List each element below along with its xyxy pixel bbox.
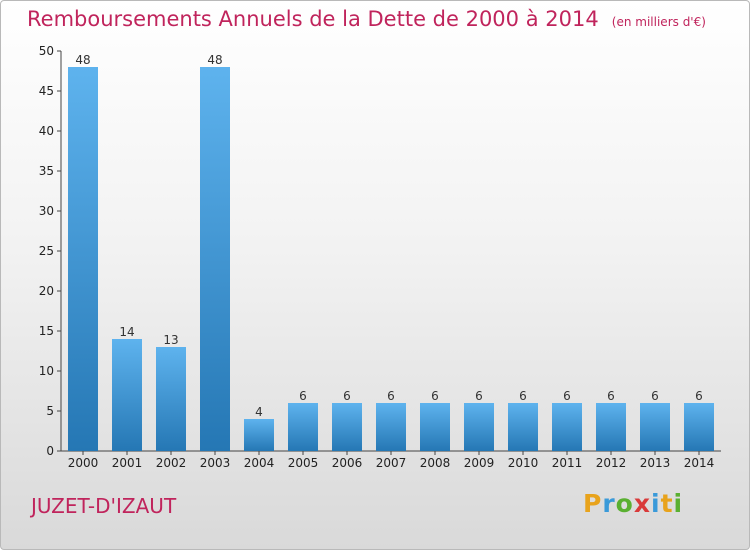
bar-value-label: 6 (431, 389, 439, 403)
y-tick-label: 15 (39, 324, 54, 338)
bar-value-label: 48 (75, 53, 90, 67)
bar-value-label: 6 (607, 389, 615, 403)
bar-value-label: 13 (163, 333, 178, 347)
x-tick-label: 2000 (68, 456, 99, 470)
bar-value-label: 6 (475, 389, 483, 403)
bar-value-label: 6 (519, 389, 527, 403)
bar (200, 67, 230, 451)
x-tick-label: 2007 (376, 456, 407, 470)
logo-letter: x (633, 489, 651, 518)
bar (156, 347, 186, 451)
logo-letter: t (660, 489, 674, 518)
y-tick-label: 30 (39, 204, 54, 218)
commune-name: JUZET-D'IZAUT (31, 494, 177, 518)
y-tick-label: 10 (39, 364, 54, 378)
bar (464, 403, 494, 451)
x-tick-label: 2009 (464, 456, 495, 470)
x-tick-label: 2008 (420, 456, 451, 470)
x-tick-label: 2014 (684, 456, 715, 470)
bar (288, 403, 318, 451)
bar (508, 403, 538, 451)
logo-letter: i (673, 489, 684, 518)
bar (332, 403, 362, 451)
title-text: Remboursements Annuels de la Dette de 20… (27, 7, 599, 31)
y-tick-label: 5 (46, 404, 54, 418)
title-unit: (en milliers d'€) (611, 15, 706, 29)
y-tick-label: 20 (39, 284, 54, 298)
x-tick-label: 2012 (596, 456, 627, 470)
logo-letter: o (615, 489, 634, 518)
proxiti-logo[interactable]: Proxiti (583, 489, 683, 518)
bar-value-label: 6 (387, 389, 395, 403)
bar (684, 403, 714, 451)
x-tick-label: 2004 (244, 456, 275, 470)
bar-value-label: 6 (343, 389, 351, 403)
bar-value-label: 14 (119, 325, 134, 339)
x-tick-label: 2006 (332, 456, 363, 470)
bar (420, 403, 450, 451)
bar (596, 403, 626, 451)
bar (376, 403, 406, 451)
x-tick-label: 2013 (640, 456, 671, 470)
logo-letter: i (651, 489, 661, 518)
x-tick-label: 2002 (156, 456, 187, 470)
bar-value-label: 6 (695, 389, 703, 403)
x-tick-label: 2001 (112, 456, 143, 470)
logo-letter: r (602, 489, 616, 518)
y-tick-label: 25 (39, 244, 54, 258)
bar (640, 403, 670, 451)
bar (244, 419, 274, 451)
bar-value-label: 6 (563, 389, 571, 403)
bar-value-label: 6 (651, 389, 659, 403)
chart-title: Remboursements Annuels de la Dette de 20… (27, 7, 706, 31)
y-tick-label: 50 (39, 44, 54, 58)
chart-axes: 0 5 10 15 20 25 30 35 40 45 50 2000 2001 2002 2003 2004… (39, 44, 721, 470)
bar-value-label: 48 (207, 53, 222, 67)
y-tick-label: 45 (39, 84, 54, 98)
bar (68, 67, 98, 451)
logo-letter: P (583, 489, 603, 518)
x-tick-label: 2003 (200, 456, 231, 470)
bar (112, 339, 142, 451)
y-tick-label: 40 (39, 124, 54, 138)
y-tick-label: 35 (39, 164, 54, 178)
x-tick-label: 2011 (552, 456, 583, 470)
x-tick-label: 2005 (288, 456, 319, 470)
bar-value-label: 4 (255, 405, 263, 419)
bar (552, 403, 582, 451)
x-tick-label: 2010 (508, 456, 539, 470)
bar-value-label: 6 (299, 389, 307, 403)
y-tick-label: 0 (46, 444, 54, 458)
chart-bars: 48 14 13 48 4 6 6 6 6 6 6 6 6 6 6 (68, 53, 714, 451)
